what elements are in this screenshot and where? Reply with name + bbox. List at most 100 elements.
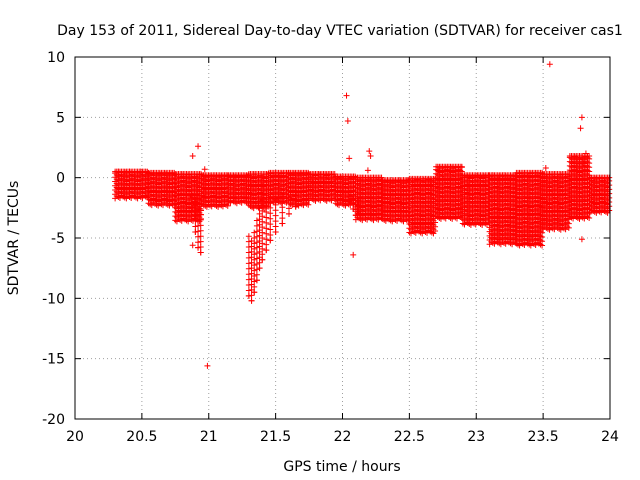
data-point	[272, 207, 279, 214]
data-point	[197, 238, 204, 245]
y-tick-labels: 10 5 0 -5 -10 -15 -20	[42, 50, 65, 428]
data-point	[267, 226, 274, 233]
data-point	[272, 223, 279, 230]
data-point	[197, 206, 204, 213]
data-point	[286, 205, 292, 212]
data-point	[267, 221, 274, 228]
data-point	[272, 228, 279, 235]
data-point	[195, 206, 202, 213]
data-point	[245, 260, 252, 267]
data-point	[279, 220, 286, 227]
outlier-point	[366, 148, 373, 155]
data-point	[256, 265, 263, 272]
data-point	[251, 273, 258, 280]
data-point	[263, 214, 270, 221]
data-point	[259, 245, 266, 252]
data-point	[192, 196, 199, 203]
data-point	[192, 201, 199, 208]
y-tick-label: -15	[42, 352, 65, 368]
data-point	[267, 215, 274, 222]
data-point	[259, 196, 266, 203]
data-point	[253, 239, 260, 246]
data-point	[292, 198, 299, 205]
data-point	[197, 244, 204, 251]
data-point	[292, 203, 299, 210]
data-point	[259, 218, 266, 225]
data-point	[251, 229, 258, 236]
outlier-point	[343, 92, 350, 99]
data-point	[279, 204, 286, 211]
data-point	[195, 201, 202, 208]
data-point	[267, 204, 274, 211]
y-axis-label: SDTVAR / TECUs	[6, 181, 22, 296]
outlier-point	[580, 160, 587, 167]
data-point	[350, 206, 357, 213]
y-tick-label: 5	[56, 110, 65, 126]
data-point	[253, 228, 260, 235]
data-point	[458, 163, 465, 170]
data-points	[112, 61, 613, 369]
data-point	[245, 249, 252, 256]
data-point	[197, 200, 204, 207]
data-point	[259, 251, 266, 258]
outlier-point	[344, 117, 351, 124]
data-point	[253, 255, 260, 262]
data-point	[197, 171, 204, 178]
data-point	[263, 236, 270, 243]
data-point	[195, 217, 202, 224]
data-point	[263, 241, 270, 248]
data-point	[192, 223, 199, 230]
data-point	[253, 277, 260, 284]
data-point	[251, 283, 258, 290]
data-point	[267, 193, 274, 200]
data-point	[286, 200, 292, 207]
data-point	[352, 212, 359, 219]
data-point	[245, 282, 252, 289]
data-point	[192, 212, 199, 219]
data-point	[195, 222, 202, 229]
data-point	[259, 224, 266, 231]
chart-title: Day 153 of 2011, Sidereal Day-to-day VTE…	[57, 23, 623, 39]
x-tick-labels: 20 20.5 21 21.5 22 22.5 23 23.5 24	[66, 429, 619, 445]
data-point	[259, 229, 266, 236]
data-point	[251, 289, 258, 296]
data-point	[251, 235, 258, 241]
data-point	[248, 292, 255, 299]
data-point	[192, 228, 199, 235]
data-point	[253, 271, 260, 278]
data-point	[292, 192, 299, 199]
y-tick-label: 0	[56, 171, 65, 187]
outlier-point	[346, 155, 353, 162]
data-point	[267, 231, 274, 238]
data-point	[259, 240, 266, 247]
data-point	[253, 266, 260, 273]
outlier-point	[189, 152, 196, 159]
outlier-point	[578, 114, 585, 121]
data-point	[192, 218, 199, 225]
x-axis-label: GPS time / hours	[283, 459, 400, 475]
y-tick-label: -20	[42, 412, 65, 428]
data-point	[245, 238, 252, 245]
outlier-point	[189, 242, 196, 249]
data-point	[263, 225, 270, 232]
data-point	[253, 233, 260, 240]
outlier-point	[546, 61, 553, 68]
data-point	[263, 203, 270, 210]
outlier-point	[364, 167, 371, 174]
data-point	[197, 233, 204, 240]
data-point	[279, 193, 286, 200]
data-point	[245, 271, 252, 278]
data-point	[251, 278, 258, 285]
data-point	[259, 213, 266, 220]
data-point	[245, 292, 252, 299]
data-point	[346, 198, 353, 205]
data-point	[355, 197, 362, 204]
data-point	[267, 237, 274, 244]
data-point	[195, 233, 202, 240]
outlier-point	[577, 125, 584, 132]
data-point	[350, 195, 357, 202]
outlier-point	[204, 362, 211, 369]
y-tick-label: -10	[42, 291, 65, 307]
data-point	[197, 249, 204, 256]
